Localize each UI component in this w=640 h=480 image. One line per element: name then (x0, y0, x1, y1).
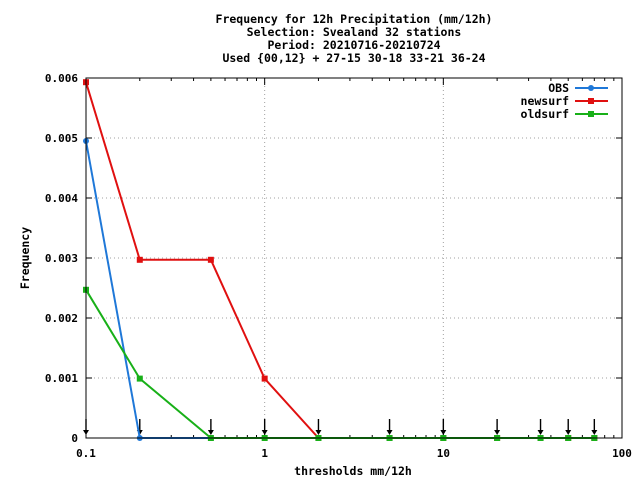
x-tick-label: 0.1 (76, 447, 96, 460)
threshold-arrow-head (565, 430, 572, 435)
threshold-markers (83, 419, 598, 435)
title-line-4: Used {00,12} + 27-15 30-18 33-21 36-24 (222, 51, 485, 65)
data-point-newsurf (136, 256, 143, 263)
threshold-arrow-head (261, 430, 268, 435)
y-tick-label: 0.001 (45, 372, 78, 385)
legend-marker-obs (588, 85, 594, 91)
y-tick-label: 0.004 (45, 192, 78, 205)
chart-title: Frequency for 12h Precipitation (mm/12h)… (216, 12, 493, 65)
x-tick-label: 10 (437, 447, 450, 460)
x-tick-label: 100 (612, 447, 632, 460)
series-line-newsurf (85, 81, 595, 439)
y-tick-label: 0.006 (45, 72, 78, 85)
legend-label-obs: OBS (548, 81, 569, 95)
threshold-arrow-head (537, 430, 544, 435)
data-point-newsurf (261, 375, 268, 382)
legend-marker-oldsurf (588, 111, 594, 117)
y-tick-label: 0.005 (45, 132, 78, 145)
data-series (83, 79, 598, 441)
x-axis-label: thresholds mm/12h (294, 464, 412, 478)
threshold-arrow-head (440, 430, 447, 435)
legend-label-oldsurf: oldsurf (521, 107, 570, 121)
x-tick-labels: 0.1 1 10 100 (76, 447, 632, 460)
data-point-newsurf (207, 256, 214, 263)
legend-label-newsurf: newsurf (521, 94, 570, 108)
threshold-arrow-head (591, 430, 598, 435)
title-line-2: Selection: Svealand 32 stations (247, 25, 462, 39)
x-tick-label: 1 (261, 447, 268, 460)
y-tick-labels: 0 0.001 0.002 0.003 0.004 0.005 0.006 (45, 72, 78, 445)
threshold-arrow-head (494, 430, 501, 435)
plot-frame (85, 77, 623, 439)
y-tick-label: 0 (71, 432, 78, 445)
y-tick-label: 0.002 (45, 312, 78, 325)
title-line-3: Period: 20210716-20210724 (267, 38, 440, 52)
legend-marker-newsurf (588, 98, 594, 104)
threshold-arrow-head (386, 430, 393, 435)
y-tick-label: 0.003 (45, 252, 78, 265)
series-line-oldsurf (85, 289, 595, 439)
y-axis-label: Frequency (18, 227, 32, 289)
grid (86, 78, 622, 438)
data-point-oldsurf (136, 375, 143, 382)
threshold-arrow-head (207, 430, 214, 435)
threshold-arrow-head (315, 430, 322, 435)
title-line-1: Frequency for 12h Precipitation (mm/12h) (216, 12, 493, 26)
series-line-obs (85, 140, 595, 439)
